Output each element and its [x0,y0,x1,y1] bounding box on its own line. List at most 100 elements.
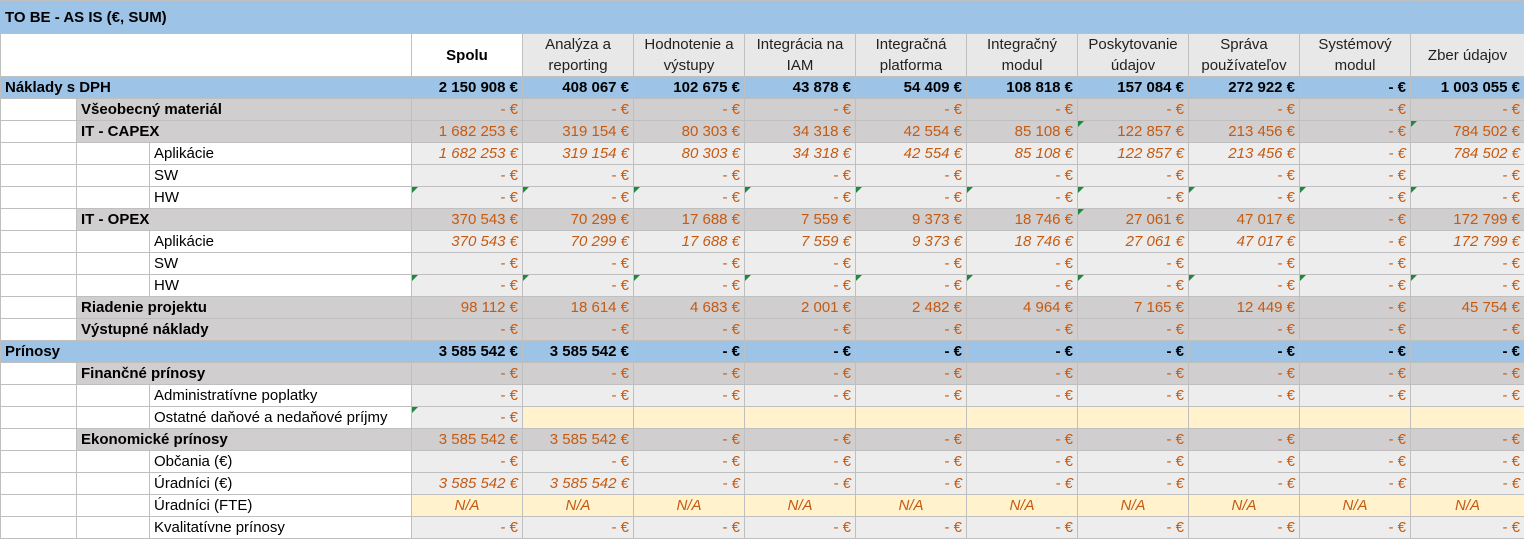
value-cell[interactable]: - € [1077,428,1190,451]
value-cell[interactable]: - € [1299,252,1412,275]
value-cell[interactable]: - € [1410,428,1524,451]
value-cell[interactable]: 213 456 € [1188,120,1301,143]
blank-cell[interactable] [76,472,150,495]
value-cell[interactable]: - € [855,472,968,495]
blank-cell[interactable] [76,274,150,297]
row-label[interactable]: Úradníci (FTE) [148,494,413,517]
value-cell[interactable]: - € [855,340,968,363]
value-cell[interactable]: - € [411,164,524,187]
row-label[interactable]: IT - OPEX [75,208,413,231]
value-cell[interactable]: - € [1077,98,1190,121]
value-cell[interactable]: - € [1077,318,1190,341]
value-cell[interactable]: - € [522,318,635,341]
value-cell[interactable]: 70 299 € [522,208,635,231]
value-cell[interactable]: N/A [855,494,968,517]
value-cell[interactable]: - € [744,98,857,121]
sheet-title[interactable]: TO BE - AS IS (€, SUM) [0,0,413,34]
value-cell[interactable]: - € [1188,428,1301,451]
value-cell[interactable]: - € [1410,516,1524,539]
value-cell[interactable]: N/A [1077,494,1190,517]
value-cell[interactable]: 27 061 € [1077,208,1190,231]
value-cell[interactable]: 2 001 € [744,296,857,319]
value-cell[interactable]: - € [1299,120,1412,143]
value-cell[interactable]: - € [744,428,857,451]
value-cell[interactable]: 784 502 € [1410,142,1524,165]
value-cell[interactable]: - € [1410,274,1524,297]
row-label[interactable]: Riadenie projektu [75,296,413,319]
value-cell[interactable]: 12 449 € [1188,296,1301,319]
value-cell[interactable]: N/A [522,494,635,517]
value-cell[interactable]: - € [411,318,524,341]
blank-cell[interactable] [76,450,150,473]
title-cell[interactable] [411,0,524,34]
header-blank-cell[interactable] [0,33,413,77]
value-cell[interactable]: 1 682 253 € [411,142,524,165]
value-cell[interactable]: 157 084 € [1077,76,1190,99]
row-label[interactable]: HW [148,274,413,297]
value-cell[interactable]: - € [522,362,635,385]
value-cell[interactable]: - € [1299,186,1412,209]
value-cell[interactable]: - € [855,362,968,385]
value-cell[interactable]: 1 003 055 € [1410,76,1524,99]
value-cell[interactable]: - € [522,164,635,187]
row-label[interactable]: Finančné prínosy [75,362,413,385]
value-cell[interactable]: - € [1299,76,1412,99]
value-cell[interactable]: - € [1299,274,1412,297]
value-cell[interactable]: 3 585 542 € [522,428,635,451]
value-cell[interactable]: - € [633,98,746,121]
value-cell[interactable]: - € [1188,186,1301,209]
value-cell[interactable] [744,406,857,429]
value-cell[interactable]: 27 061 € [1077,230,1190,253]
value-cell[interactable]: 408 067 € [522,76,635,99]
value-cell[interactable]: 80 303 € [633,120,746,143]
value-cell[interactable]: - € [633,362,746,385]
blank-cell[interactable] [76,142,150,165]
value-cell[interactable]: 34 318 € [744,120,857,143]
value-cell[interactable]: - € [1077,252,1190,275]
value-cell[interactable]: 108 818 € [966,76,1079,99]
value-cell[interactable]: - € [1188,450,1301,473]
value-cell[interactable]: 18 746 € [966,230,1079,253]
blank-cell[interactable] [0,428,77,451]
value-cell[interactable]: - € [633,340,746,363]
row-label[interactable]: Prínosy [0,340,413,363]
row-label[interactable]: Úradníci (€) [148,472,413,495]
row-label[interactable]: Ostatné daňové a nedaňové príjmy [148,406,413,429]
value-cell[interactable]: - € [855,384,968,407]
value-cell[interactable]: 43 878 € [744,76,857,99]
value-cell[interactable]: - € [522,252,635,275]
value-cell[interactable]: - € [855,318,968,341]
value-cell[interactable]: - € [633,252,746,275]
value-cell[interactable]: - € [1077,274,1190,297]
value-cell[interactable]: - € [411,516,524,539]
value-cell[interactable]: 102 675 € [633,76,746,99]
value-cell[interactable]: - € [744,340,857,363]
blank-cell[interactable] [0,362,77,385]
value-cell[interactable]: 122 857 € [1077,120,1190,143]
value-cell[interactable]: 2 150 908 € [411,76,524,99]
value-cell[interactable]: - € [1188,164,1301,187]
blank-cell[interactable] [0,252,77,275]
value-cell[interactable]: - € [1299,472,1412,495]
value-cell[interactable] [522,406,635,429]
value-cell[interactable]: - € [1299,362,1412,385]
blank-cell[interactable] [76,164,150,187]
value-cell[interactable]: - € [411,384,524,407]
blank-cell[interactable] [0,516,77,539]
value-cell[interactable]: - € [744,516,857,539]
value-cell[interactable]: - € [966,164,1079,187]
blank-cell[interactable] [76,516,150,539]
value-cell[interactable]: N/A [1410,494,1524,517]
value-cell[interactable]: 42 554 € [855,142,968,165]
blank-cell[interactable] [0,230,77,253]
column-header-analyza[interactable]: Analýza a reporting [522,33,635,77]
value-cell[interactable]: 3 585 542 € [522,340,635,363]
value-cell[interactable]: 319 154 € [522,120,635,143]
value-cell[interactable]: - € [744,164,857,187]
value-cell[interactable]: - € [633,186,746,209]
value-cell[interactable]: 7 165 € [1077,296,1190,319]
value-cell[interactable]: - € [855,252,968,275]
value-cell[interactable]: - € [1188,274,1301,297]
value-cell[interactable]: 70 299 € [522,230,635,253]
value-cell[interactable]: - € [522,98,635,121]
